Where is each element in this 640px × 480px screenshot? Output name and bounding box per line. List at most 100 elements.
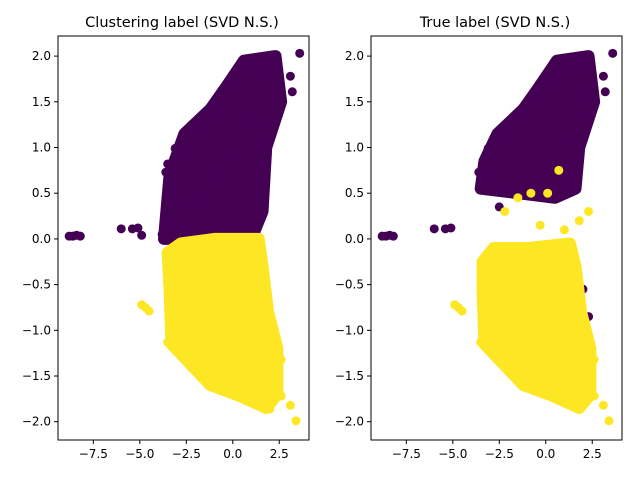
data-point [256, 214, 266, 224]
y-tick-label: −2.0 [22, 415, 51, 429]
data-point [543, 188, 553, 198]
data-point [176, 346, 186, 356]
data-point [174, 229, 184, 239]
data-point [246, 115, 256, 125]
y-tick-label: 1.5 [345, 95, 364, 109]
plot-area [377, 48, 618, 426]
data-point [191, 238, 201, 248]
data-point [276, 100, 286, 110]
data-point [254, 243, 264, 253]
y-tick-label: 0.0 [32, 232, 51, 246]
data-point [291, 416, 301, 426]
data-point [168, 271, 178, 281]
x-tick-label: −2.5 [485, 447, 514, 461]
data-point [269, 76, 279, 86]
y-tick-label: −1.0 [335, 323, 364, 337]
data-point [552, 389, 562, 399]
data-point [604, 416, 614, 426]
data-point [285, 71, 295, 81]
data-point [598, 71, 608, 81]
data-point [231, 77, 241, 87]
data-point [276, 355, 286, 365]
data-point [520, 382, 530, 392]
plot-area [64, 48, 305, 426]
cluster-body-0 [474, 50, 601, 204]
data-point [163, 159, 173, 169]
data-point [520, 107, 530, 117]
data-point [161, 167, 171, 177]
data-point [483, 143, 493, 153]
data-point [479, 291, 489, 301]
y-tick-label: −1.5 [335, 369, 364, 383]
cluster-body-1 [161, 232, 284, 415]
data-point [457, 306, 467, 316]
data-point [228, 152, 238, 162]
data-point [200, 298, 210, 308]
data-point [507, 243, 517, 253]
data-point [170, 143, 180, 153]
data-point [256, 270, 266, 280]
data-point [163, 255, 173, 265]
data-point [246, 353, 256, 363]
x-tick-label: −5.0 [125, 447, 154, 461]
y-tick-label: −1.0 [22, 323, 51, 337]
data-point [178, 248, 188, 258]
data-point [176, 135, 186, 145]
x-tick-label: 0.0 [223, 447, 242, 461]
y-tick-label: 1.0 [32, 141, 51, 155]
data-point [489, 135, 499, 145]
cluster-body-0 [157, 50, 288, 245]
data-point [589, 355, 599, 365]
data-point [429, 224, 439, 234]
data-point [388, 231, 398, 241]
y-tick-label: 2.0 [345, 49, 364, 63]
data-point [285, 400, 295, 410]
y-tick-label: 0.0 [345, 232, 364, 246]
data-point [191, 197, 201, 207]
data-point [513, 193, 523, 203]
y-tick-label: 0.5 [345, 186, 364, 200]
data-point [261, 53, 271, 63]
data-point [116, 224, 126, 234]
data-point [600, 87, 610, 97]
data-point [498, 123, 508, 133]
x-tick-label: −7.5 [392, 447, 421, 461]
data-point [476, 337, 486, 347]
data-point [237, 58, 247, 68]
y-tick-label: −1.5 [22, 369, 51, 383]
y-tick-label: 1.5 [32, 95, 51, 109]
data-point [377, 231, 387, 241]
data-point [144, 306, 154, 316]
subplot-clustering-label: Clustering label (SVD N.S.) −7.5 −5.0 −2.5… [22, 15, 310, 461]
data-point [207, 107, 217, 117]
data-point [163, 337, 173, 347]
data-point [295, 48, 305, 58]
y-tick-label: −0.5 [22, 278, 51, 292]
y-tick-label: 1.0 [345, 141, 364, 155]
data-point [608, 48, 618, 58]
y-tick-label: 2.0 [32, 49, 51, 63]
data-point [574, 216, 584, 226]
data-point [256, 185, 266, 195]
data-point [526, 188, 536, 198]
data-point [239, 389, 249, 399]
data-point [75, 231, 85, 241]
x-tick-label: −7.5 [79, 447, 108, 461]
x-tick-label: 2.5 [270, 447, 289, 461]
data-point [276, 391, 286, 401]
data-point [598, 400, 608, 410]
data-point [544, 77, 554, 87]
data-point [258, 138, 268, 148]
x-tick-label: −2.5 [172, 447, 201, 461]
data-point [166, 291, 176, 301]
data-point [446, 223, 456, 233]
data-point [589, 391, 599, 401]
data-point [569, 399, 579, 409]
x-tick-label: −5.0 [438, 447, 467, 461]
data-point [554, 165, 564, 175]
data-point [550, 58, 560, 68]
data-point [489, 346, 499, 356]
chart-title: True label (SVD N.S.) [419, 15, 571, 31]
data-point [185, 123, 195, 133]
data-point [256, 399, 266, 409]
